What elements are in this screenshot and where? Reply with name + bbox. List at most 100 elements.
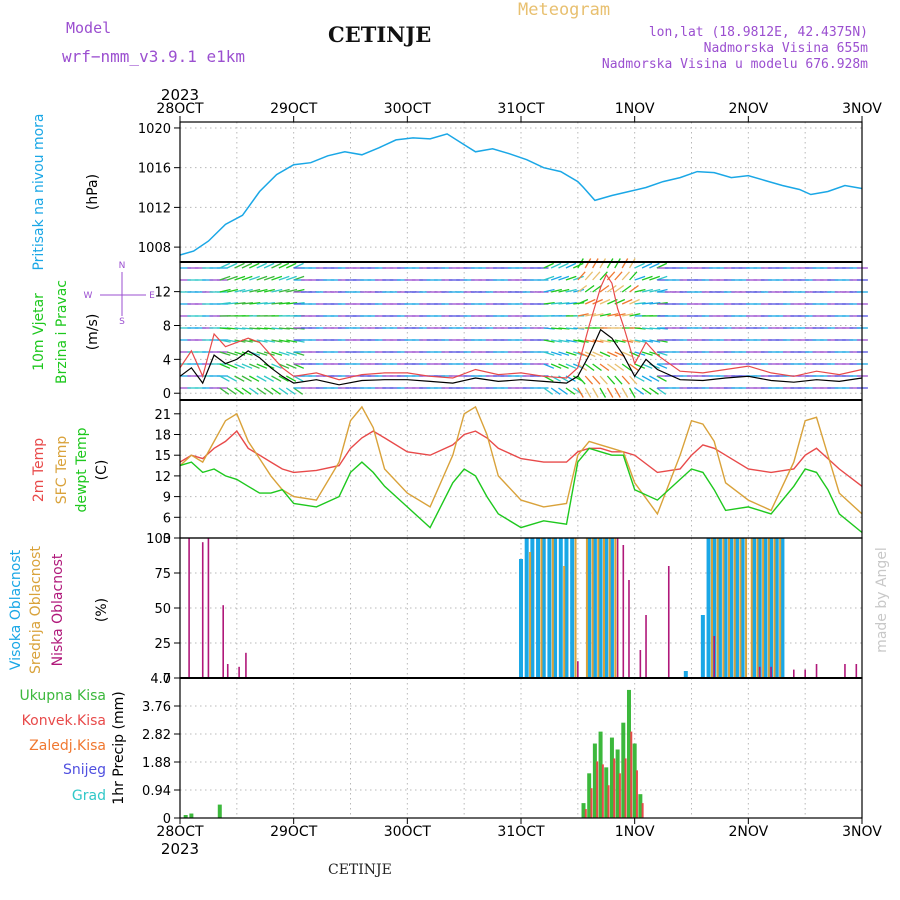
mid-cloud-bar [762,538,765,678]
x-tick-label-top: 2NOV [728,101,768,117]
wind-arrow [249,363,260,369]
wind-arrow [606,387,614,398]
wind-arrow [271,327,283,330]
y-tick-label: 0 [163,812,171,827]
wind-arrow [585,313,597,317]
mid-cloud-bar [602,538,605,678]
total-precip-bar [604,767,609,818]
model-label: Model [66,19,112,37]
temp-unit: (C) [94,460,110,481]
wind-arrow [234,262,245,269]
cloud-label: Srednja Oblacnost [28,546,44,674]
wind-arrow [219,327,231,330]
footer-station: CETINJE [328,862,392,878]
high-cloud-bar [723,538,728,678]
wind-arrow [641,375,653,382]
total-precip-bar [609,737,614,818]
wind-arrow [649,302,661,305]
wind-arrow [271,288,283,293]
wind-arrow [219,363,231,369]
pressure-label: Pritisak na nivou mora [31,113,47,270]
y-tick-label: 1.88 [142,756,171,771]
wind-arrow [263,339,276,343]
x-tick-label-bottom: 28OCT [156,824,204,840]
wind-arrow [621,363,632,372]
x-tick-label-top: 1NOV [615,101,655,117]
temp-label: dewpt Temp [74,427,90,512]
year-label-top: 2023 [161,86,199,104]
wind-arrow [614,258,621,269]
low-cloud-bar [844,664,846,678]
precip-label: Ukupna Kisa [19,688,106,704]
wind-arrow [634,275,646,281]
y-tick-label: 50 [154,602,171,617]
mid-cloud-bar [540,538,543,678]
wind-arrow [573,275,584,281]
wind-label-line1: 10m Vjetar [31,293,47,371]
high-cloud-bar [734,538,739,678]
wind-arrow [599,363,610,372]
wind-arrow [550,351,562,356]
wind-arrow [271,351,283,356]
y-tick-label: 1016 [138,162,171,177]
wind-arrow [577,313,589,317]
wind-arrow [629,375,638,385]
high-cloud-bar [609,538,614,678]
wind-arrow [264,327,276,330]
wind-arrow [649,275,661,281]
wind-arrow [614,363,625,372]
wind-arrow [271,375,282,382]
wind-arrow [241,262,253,269]
wind-arrow [241,375,252,382]
mid-cloud-bar [773,538,776,678]
wind-arrow [226,262,238,269]
wind-arrow [607,313,619,317]
wind-arrow [649,262,660,269]
total-precip-bar [581,803,586,818]
high-cloud-bar [536,538,541,678]
model-name: wrf−nmm_v3.9.1 e1km [62,47,246,66]
wind-arrow [565,302,577,305]
wind-arrow [599,258,607,269]
x-tick-label-bottom: 2NOV [728,824,768,840]
y-tick-label: 100 [146,532,171,547]
wind-arrow [249,375,260,382]
mid-cloud-bar [767,538,770,678]
wind-arrow [565,275,577,281]
high-cloud-bar [712,538,717,678]
high-cloud-bar [547,538,552,678]
wind-arrow [592,351,603,358]
wind-arrow [551,302,563,305]
high-cloud-bar [740,538,745,678]
y-tick-label: 8 [163,319,171,334]
wind-arrow [543,262,554,269]
conv-precip-bar [618,773,621,818]
wind-arrow [550,275,562,281]
mid-cloud-bar [574,538,577,678]
x-tick-label-top: 30OCT [384,101,432,117]
high-cloud-bar [541,538,546,678]
wind-speed-line [179,328,863,386]
wind-arrow [592,271,601,281]
wind-arrow [606,375,616,385]
y-tick-label: 3 [163,532,171,547]
year-label-bottom: 2023 [161,840,199,858]
x-tick-label-bottom: 31OCT [497,824,545,840]
wind-arrow [293,375,304,382]
wind-arrow [256,288,268,293]
wind-arrow [256,351,268,356]
wind-arrow [599,313,611,317]
y-tick-label: 18 [154,429,171,444]
wind-arrow [649,375,660,382]
wind-arrow [607,339,619,343]
wind-arrow [256,302,268,305]
wind-arrow [256,327,268,330]
wind-arrow [550,363,562,369]
wind-arrow [543,339,555,343]
conv-precip-bar [584,809,587,818]
wind-arrow [607,351,618,358]
wind-arrow [543,302,555,305]
wind-arrow [278,339,290,343]
wind-arrow [234,387,244,395]
y-tick-label: 15 [154,449,171,464]
